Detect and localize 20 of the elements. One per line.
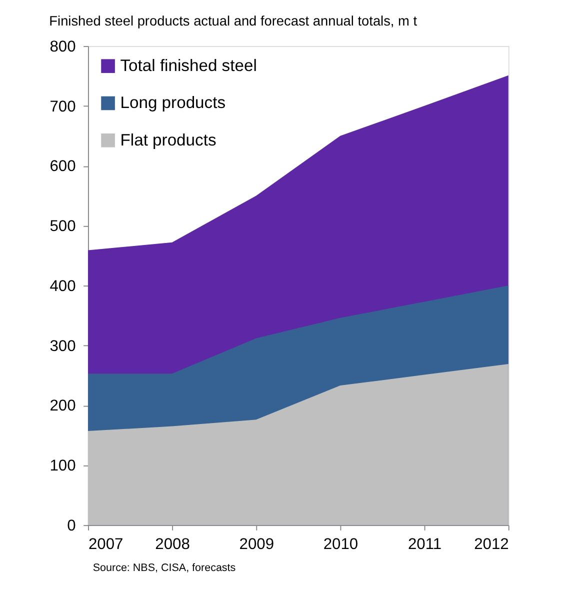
legend-label: Flat products [120,130,216,150]
y-tick-label: 0 [67,517,76,534]
legend-label: Long products [120,93,226,112]
y-tick-label: 700 [50,98,76,116]
x-tick-label: 2008 [155,536,190,554]
chart-title: Finished steel products actual and forecast annual totals, m t [49,14,418,28]
x-tick-label: 2009 [239,536,274,554]
source-note: Source: NBS, CISA, forecasts [92,562,236,574]
y-tick-label: 400 [50,278,76,295]
y-tick-label: 600 [50,158,76,176]
x-tick-label: 2007 [88,536,124,554]
x-tick-label: 2011 [408,536,442,554]
y-tick-label: 300 [50,338,76,355]
x-tick-label: 2012 [474,536,509,554]
y-tick-label: 500 [50,218,76,236]
x-tick-label: 2010 [323,536,358,554]
y-tick-label: 200 [50,398,76,415]
y-tick-label: 100 [50,458,76,475]
y-tick-label: 800 [50,38,76,56]
legend-label: Total finished steel [120,56,257,75]
